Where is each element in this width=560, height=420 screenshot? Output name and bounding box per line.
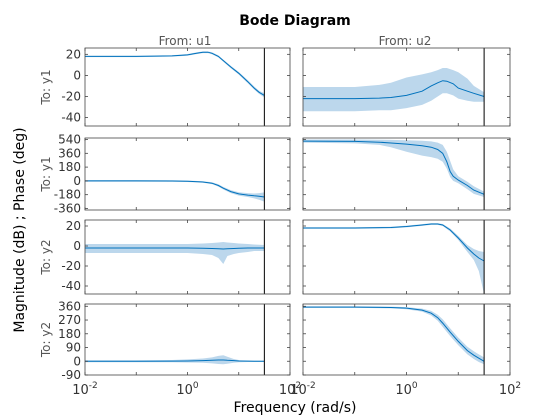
row-label: To: y2 bbox=[39, 239, 53, 275]
y-tick-label: 0 bbox=[73, 68, 81, 82]
column-label-u1: From: u1 bbox=[159, 34, 212, 48]
confidence-band bbox=[303, 306, 485, 365]
confidence-band bbox=[303, 68, 485, 112]
subplot-r3-c1: 20 0 -20 -40 To: y2 bbox=[39, 219, 291, 295]
y-tick-label: 180 bbox=[58, 160, 81, 174]
y-tick-label: -40 bbox=[61, 279, 81, 293]
y-tick-label: -20 bbox=[61, 259, 81, 273]
y-tick-label: 180 bbox=[58, 327, 81, 341]
y-tick-label: 360 bbox=[58, 299, 81, 313]
row-label: To: y1 bbox=[39, 156, 53, 192]
axes-box bbox=[302, 303, 511, 376]
y-tick-label: 0 bbox=[73, 239, 81, 253]
y-tick-label: 20 bbox=[66, 47, 81, 61]
y-axis-label: Magnitude (dB) ; Phase (deg) bbox=[12, 127, 28, 332]
response-line bbox=[85, 359, 265, 362]
y-tick-label: -360 bbox=[54, 201, 81, 215]
subplot-r3-c2 bbox=[302, 219, 511, 295]
confidence-band bbox=[85, 242, 265, 264]
confidence-band bbox=[303, 139, 485, 197]
y-tick-label: 90 bbox=[66, 341, 81, 355]
y-tick-label: -40 bbox=[61, 111, 81, 125]
x-tick-label: 102 bbox=[499, 381, 521, 398]
x-tick-label: 102 bbox=[279, 381, 301, 398]
confidence-band bbox=[303, 223, 485, 294]
subplot-r2-c2 bbox=[302, 137, 511, 211]
axes-box bbox=[84, 219, 291, 295]
x-axis-label: Frequency (rad/s) bbox=[234, 400, 357, 416]
response-line bbox=[303, 140, 485, 195]
x-tick-label: 10-2 bbox=[72, 381, 98, 398]
axes-box bbox=[84, 47, 291, 127]
response-line bbox=[303, 223, 485, 262]
y-tick-label: 270 bbox=[58, 313, 81, 327]
row-label: To: y2 bbox=[39, 322, 53, 358]
x-tick-label: 100 bbox=[395, 381, 418, 398]
response-line bbox=[85, 51, 265, 96]
confidence-band bbox=[85, 180, 265, 202]
confidence-band bbox=[85, 355, 265, 365]
subplot-r4-c2: 10-2 100 102 bbox=[290, 303, 521, 398]
confidence-band bbox=[85, 51, 265, 98]
chart-title: Bode Diagram bbox=[239, 13, 351, 29]
subplot-r1-c1: 20 0 -20 -40 To: y1 bbox=[39, 47, 291, 127]
y-tick-label: 0 bbox=[73, 174, 81, 188]
column-label-u2: From: u2 bbox=[379, 34, 432, 48]
y-tick-label: 360 bbox=[58, 146, 81, 160]
y-tick-label: -90 bbox=[61, 368, 81, 382]
response-line bbox=[303, 80, 485, 100]
row-label: To: y1 bbox=[39, 69, 53, 105]
subplot-r1-c2 bbox=[302, 47, 511, 127]
x-tick-label: 10-2 bbox=[290, 381, 316, 398]
y-tick-label: 0 bbox=[73, 354, 81, 368]
y-tick-label: 540 bbox=[58, 133, 81, 147]
response-line bbox=[303, 306, 485, 362]
y-tick-label: 20 bbox=[66, 219, 81, 233]
x-tick-label: 100 bbox=[176, 381, 199, 398]
y-tick-label: -20 bbox=[61, 89, 81, 103]
response-line bbox=[85, 247, 265, 250]
response-line bbox=[85, 180, 265, 198]
axes-box bbox=[84, 303, 291, 376]
y-tick-label: -180 bbox=[54, 188, 81, 202]
